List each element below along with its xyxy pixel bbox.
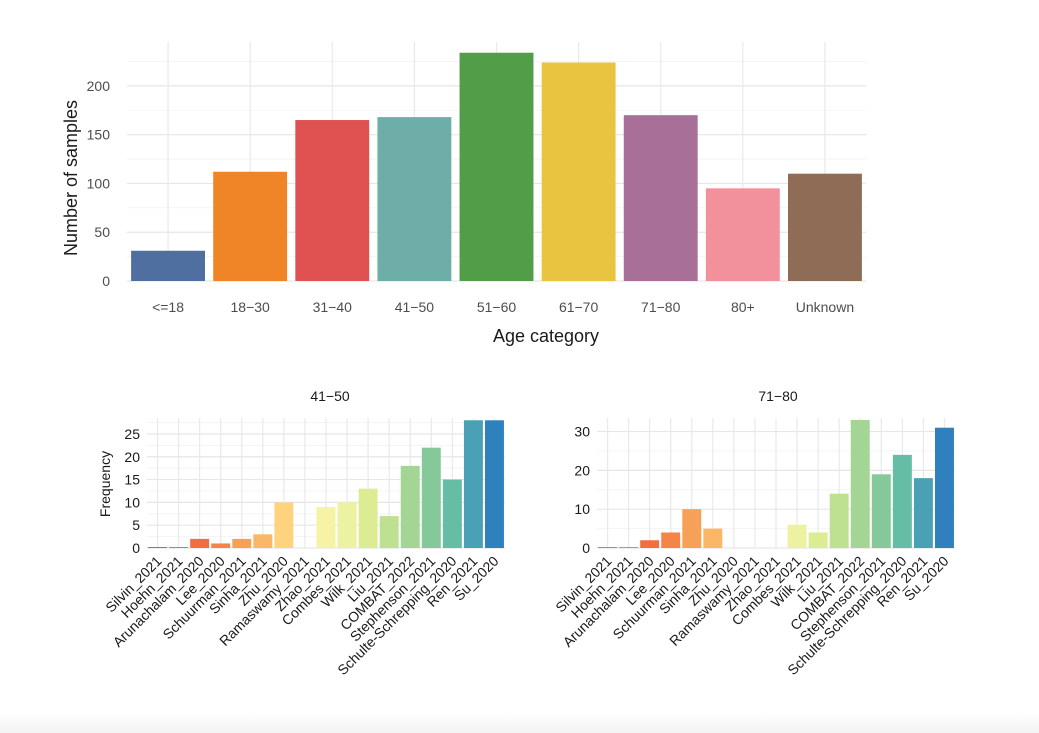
bar-<=18 (131, 250, 206, 281)
y-axis-label: Number of samples (61, 100, 81, 256)
bar-Liu_2021 (379, 516, 399, 548)
x-tick-labels: Silvin_2021Hoehn_2021Arunachalam_2020Lee… (102, 553, 502, 678)
bar-Zhu_2020 (274, 502, 294, 548)
y-tick-labels: 0 10 20 30 (574, 424, 590, 556)
bar-Wilk_2021 (358, 488, 378, 548)
x-tick-label: 41−50 (395, 299, 435, 315)
x-tick-label: <=18 (152, 299, 184, 315)
bar-Lee_2020 (211, 543, 231, 548)
age-category-bar-chart: 0 50 100 150 200 <=18 18−30 31−40 41−50 51−60 61−… (61, 42, 866, 346)
bar-Schulte-Schrepping_2020 (442, 479, 462, 548)
y-tick-label: 0 (102, 273, 110, 289)
x-tick-label: Unknown (796, 299, 854, 315)
x-tick-label: 18−30 (231, 299, 271, 315)
bar-Arunachalam_2020 (640, 540, 660, 548)
x-axis-label: Age category (493, 326, 599, 346)
panel-title: 71−80 (758, 388, 798, 404)
x-tick-label: 61−70 (559, 299, 599, 315)
y-tick-label: 0 (132, 540, 140, 556)
bars (598, 419, 954, 548)
y-tick-label: 20 (124, 449, 140, 465)
bar-Wilk_2021 (808, 532, 828, 548)
y-tick-label: 200 (87, 78, 111, 94)
bar-Ren_2021 (463, 420, 483, 548)
bar-Combes_2021 (337, 502, 357, 548)
bar-Zhao_2021 (316, 506, 336, 548)
bar-80+ (705, 188, 780, 281)
x-tick-label: 71−80 (641, 299, 681, 315)
y-tick-label: 5 (132, 517, 140, 533)
y-tick-label: 15 (124, 472, 140, 488)
bar-Su_2020 (484, 420, 504, 548)
bar-Sinha_2021 (253, 534, 273, 548)
bar-41−50 (377, 117, 452, 281)
page-bottom-edge (0, 712, 1039, 733)
bar-Silvin_2021 (598, 547, 618, 548)
bar-Stephenson_2021 (871, 474, 891, 548)
bars (131, 52, 862, 281)
bar-Schuurman_2021 (682, 509, 702, 548)
bar-71−80 (623, 115, 698, 281)
y-tick-label: 25 (124, 426, 140, 442)
y-tick-label: 10 (124, 494, 140, 510)
age-71-80-frequency-chart: 71−80 0 10 20 30 Silvin_2021Hoehn_2021Aruna… (552, 388, 955, 678)
bar-Silvin_2021 (148, 547, 168, 548)
y-tick-label: 100 (87, 175, 111, 191)
y-axis-label: Frequency (97, 451, 113, 517)
panel-title: 41−50 (310, 388, 350, 404)
bar-31−40 (295, 120, 370, 281)
y-tick-labels: 0 5 10 15 20 25 (124, 426, 140, 556)
bar-18−30 (213, 171, 288, 281)
x-tick-labels: Silvin_2021Hoehn_2021Arunachalam_2020Lee… (552, 553, 952, 678)
bar-COMBAT_2022 (400, 465, 420, 548)
y-tick-label: 30 (574, 424, 590, 440)
x-tick-label: 31−40 (313, 299, 353, 315)
bar-Combes_2021 (787, 524, 807, 548)
bar-Unknown (787, 173, 862, 281)
x-tick-labels: <=18 18−30 31−40 41−50 51−60 61−70 71−80 80+ Unk… (152, 299, 854, 315)
y-tick-label: 10 (574, 501, 590, 517)
bar-Liu_2021 (829, 493, 849, 548)
bar-Hoehn_2021 (619, 547, 639, 548)
bar-61−70 (541, 62, 616, 281)
bar-Su_2020 (934, 427, 954, 548)
bar-Arunachalam_2020 (190, 538, 210, 548)
bar-Schuurman_2021 (232, 538, 252, 548)
bar-51−60 (459, 52, 534, 281)
y-tick-labels: 0 50 100 150 200 (87, 78, 111, 289)
bar-Stephenson_2021 (421, 447, 441, 548)
bar-Schulte-Schrepping_2020 (892, 454, 912, 548)
bar-COMBAT_2022 (850, 419, 870, 548)
x-tick-label: 80+ (731, 299, 755, 315)
x-tick-label: 51−60 (477, 299, 517, 315)
y-tick-label: 0 (582, 540, 590, 556)
y-tick-label: 150 (87, 127, 111, 143)
y-tick-label: 20 (574, 462, 590, 478)
bar-Hoehn_2021 (169, 547, 189, 548)
bar-Ren_2021 (913, 478, 933, 548)
bars (148, 420, 504, 548)
bar-Sinha_2021 (703, 528, 723, 548)
y-tick-label: 50 (94, 224, 110, 240)
bar-Lee_2020 (661, 532, 681, 548)
age-41-50-frequency-chart: 41−50 0 5 10 15 20 25 Silvin_2021Hoehn_2021Ar… (97, 388, 505, 678)
